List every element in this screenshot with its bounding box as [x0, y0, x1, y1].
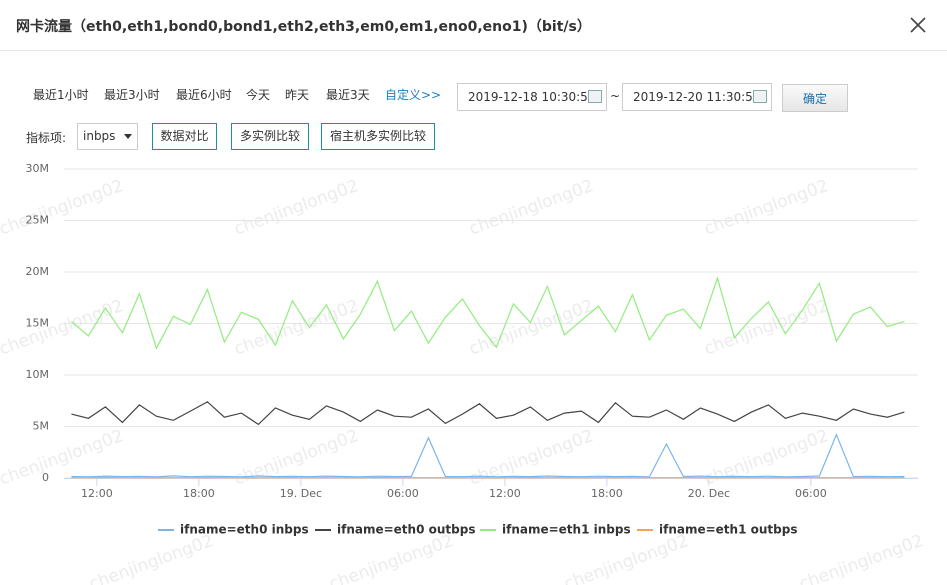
start-date: 2019-12-18 10:30:52	[468, 90, 596, 104]
watermark: chenjinglong02	[702, 176, 832, 239]
start-date-input[interactable]: 2019-12-18 10:30:52	[457, 83, 607, 111]
watermark: chenjinglong02	[0, 296, 126, 359]
x-tick-label: 06:00	[795, 487, 827, 500]
end-date-input[interactable]: 2019-12-20 11:30:52	[622, 83, 772, 111]
watermark: chenjinglong02	[232, 426, 362, 489]
compare-button[interactable]: 数据对比	[152, 123, 217, 150]
range-link[interactable]: 自定义>>	[385, 88, 442, 102]
x-tick-label: 20. Dec	[688, 487, 730, 500]
x-tick-label: 18:00	[591, 487, 623, 500]
watermark: chenjinglong02	[797, 531, 927, 585]
watermark: chenjinglong02	[702, 296, 832, 359]
x-tick-label: 06:00	[387, 487, 419, 500]
date-separator: ~	[610, 89, 621, 103]
y-tick-label: 25M	[26, 214, 50, 227]
line-series	[71, 433, 905, 478]
watermark: chenjinglong02	[0, 426, 126, 489]
range-link[interactable]: 今天	[246, 88, 271, 102]
watermark: chenjinglong02	[467, 426, 597, 489]
x-tick-label: 12:00	[81, 487, 113, 500]
watermark: chenjinglong02	[562, 531, 692, 585]
legend-label: ifname=eth0 inbps	[180, 523, 309, 537]
legend-label: ifname=eth1 outbps	[659, 523, 797, 537]
calendar-icon	[753, 90, 767, 103]
watermark: chenjinglong02	[0, 176, 126, 239]
dialog-header: 网卡流量（eth0,eth1,bond0,bond1,eth2,eth3,em0…	[0, 0, 947, 51]
y-tick-label: 0	[42, 471, 49, 484]
range-link[interactable]: 最近1小时	[33, 88, 89, 102]
metric-label: 指标项:	[26, 131, 67, 145]
range-link[interactable]: 昨天	[285, 88, 310, 102]
watermark: chenjinglong02	[467, 296, 597, 359]
watermark: chenjinglong02	[232, 176, 362, 239]
y-tick-label: 30M	[26, 162, 50, 175]
x-tick-label: 12:00	[489, 487, 521, 500]
calendar-icon	[588, 90, 602, 103]
watermark: chenjinglong02	[702, 426, 832, 489]
dropdown-arrow	[124, 134, 132, 139]
y-tick-label: 20M	[26, 265, 50, 278]
range-link[interactable]: 最近3小时	[104, 88, 160, 102]
watermark: chenjinglong02	[467, 176, 597, 239]
watermark: chenjinglong02	[232, 296, 362, 359]
y-tick-label: 15M	[26, 317, 50, 330]
watermark: chenjinglong02	[327, 531, 457, 585]
range-link[interactable]: 最近6小时	[176, 88, 232, 102]
multi-instance-button[interactable]: 多实例比较	[231, 123, 309, 150]
confirm-button[interactable]: 确定	[782, 84, 848, 112]
x-tick-label: 19. Dec	[280, 487, 322, 500]
line-series	[71, 401, 905, 426]
y-tick-label: 10M	[26, 368, 50, 381]
metric-select[interactable]: inbps	[77, 123, 138, 150]
close-button[interactable]	[908, 15, 928, 35]
range-link[interactable]: 最近3天	[326, 88, 370, 102]
y-tick-label: 5M	[33, 420, 50, 433]
legend-label: ifname=eth0 outbps	[337, 523, 475, 537]
watermark: chenjinglong02	[87, 531, 217, 585]
line-series	[71, 276, 905, 350]
end-date: 2019-12-20 11:30:52	[633, 90, 761, 104]
dialog-title: 网卡流量（eth0,eth1,bond0,bond1,eth2,eth3,em0…	[16, 19, 591, 35]
x-tick-label: 18:00	[183, 487, 215, 500]
legend-label: ifname=eth1 inbps	[502, 523, 631, 537]
host-multi-instance-button[interactable]: 宿主机多实例比较	[321, 123, 435, 150]
metric-selected: inbps	[83, 129, 116, 143]
